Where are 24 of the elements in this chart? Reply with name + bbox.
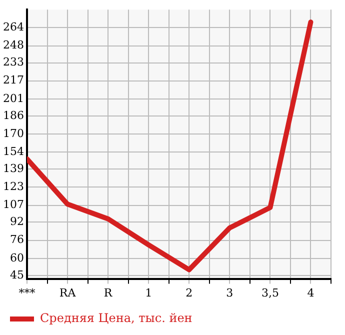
y-tick-label: 186 <box>2 108 24 122</box>
y-tick-label: 170 <box>2 126 24 140</box>
y-tick-label: 264 <box>2 20 24 34</box>
x-tick-label: 1 <box>145 286 152 300</box>
x-tick-label: 2 <box>186 286 193 300</box>
y-tick-label: 76 <box>10 233 24 246</box>
x-tick-label: 3 <box>226 286 234 300</box>
x-tick-label: *** <box>18 286 36 300</box>
x-tick-label: 4 <box>307 286 314 300</box>
y-tick-label: 217 <box>2 74 24 87</box>
x-tick-label: 3,5 <box>261 286 279 300</box>
y-tick-label: 60 <box>10 251 24 264</box>
x-tick-label: RA <box>59 286 77 300</box>
x-tick-label: R <box>104 286 113 300</box>
y-tick-label: 123 <box>2 180 24 194</box>
y-tick-label: 201 <box>2 92 24 105</box>
y-tick-label: 107 <box>2 198 24 212</box>
y-tick-label: 154 <box>2 144 24 158</box>
y-tick-label: 248 <box>2 38 24 52</box>
y-tick-label: 45 <box>10 268 24 282</box>
y-tick-label: 233 <box>2 56 24 69</box>
y-tick-label: 92 <box>10 215 24 228</box>
y-tick-label: 139 <box>2 162 24 175</box>
legend-label: Средняя Цена, тыс. йен <box>40 311 192 326</box>
